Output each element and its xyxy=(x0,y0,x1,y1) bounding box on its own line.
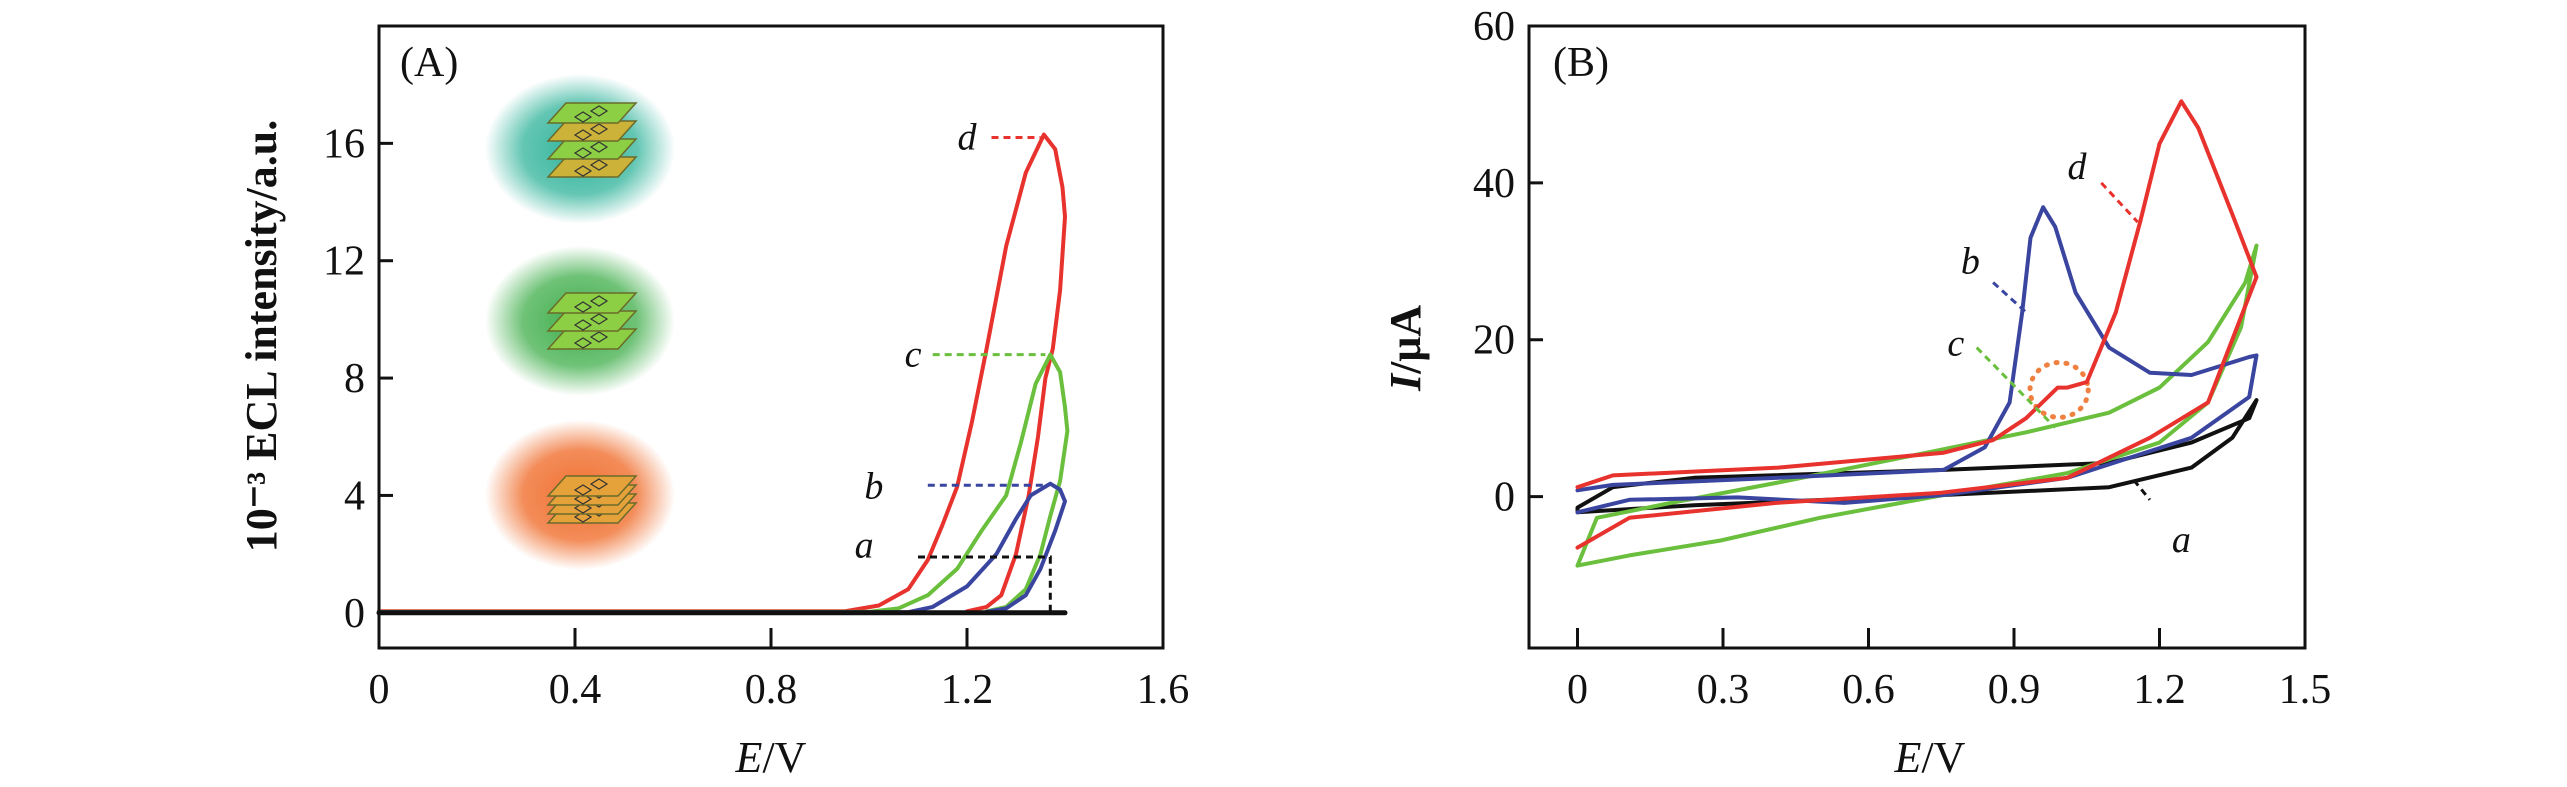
y-tick-label-a: 4 xyxy=(344,473,365,519)
molecule-icon xyxy=(573,105,609,123)
y-axis-label-b-unit: /μA xyxy=(1381,305,1430,375)
y-tick-label-b: 20 xyxy=(1473,318,1515,364)
layer-sheet-icon xyxy=(546,310,638,332)
y-tick-label-a: 16 xyxy=(323,121,365,167)
x-axis-label-a-unit: /V xyxy=(762,733,806,782)
x-tick-label-b: 1.5 xyxy=(2279,667,2332,713)
series-b-curve-b xyxy=(1575,205,2259,515)
layer-sheet-icon xyxy=(546,120,638,142)
series-a-leader-a xyxy=(918,555,1052,613)
series-a-label-b: a xyxy=(2172,519,2191,561)
x-tick-label-b: 0.9 xyxy=(1988,667,2041,713)
x-axis-label-b-unit: /V xyxy=(1921,733,1965,782)
y-tick-label-b: 60 xyxy=(1473,4,1515,50)
y-tick-label-a: 12 xyxy=(323,239,365,285)
series-b-curve-a xyxy=(377,481,1067,615)
x-axis-label-b-var: E xyxy=(1894,733,1922,782)
layer-sheet-icon xyxy=(546,475,638,497)
panel-a-label: (A) xyxy=(400,40,458,86)
molecule-icon xyxy=(573,331,609,349)
x-axis-label-b: E/V xyxy=(1894,733,1966,782)
molecule-icon xyxy=(573,123,609,141)
series-b-label-b: b xyxy=(1961,240,1980,282)
x-axis-label-a: E/V xyxy=(735,733,807,782)
plot-b-curves: 0 0.3 0.6 0.9 1.2 1.5 0 20 40 60 a bc d xyxy=(1473,4,2331,713)
x-tick-label-a: 0.4 xyxy=(549,667,602,713)
series-c-label-b: c xyxy=(1947,323,1964,365)
molecule-icon xyxy=(573,295,609,313)
x-axis-label-a-var: E xyxy=(735,733,763,782)
inset-stack-2 xyxy=(485,246,675,396)
x-tick-label-a: 0 xyxy=(369,667,390,713)
panel-a: 0 0.4 0.8 1.2 1.6 0 4 8 12 16 ab c d (A) E/V 10⁻³ EC… xyxy=(237,24,1189,782)
inset-stack-3 xyxy=(485,420,675,570)
molecule-icon xyxy=(573,159,609,177)
series-c-leader-b xyxy=(1975,346,2057,429)
series-b-label-a: b xyxy=(864,466,883,508)
x-tick-label-b: 0 xyxy=(1567,667,1588,713)
x-tick-label-b: 0.6 xyxy=(1842,667,1895,713)
series-b-leader-b xyxy=(1992,281,2028,314)
layer-sheet-icon xyxy=(546,292,638,314)
highlight-circle xyxy=(2027,359,2091,420)
y-tick-label-b: 40 xyxy=(1473,161,1515,207)
y-axis-label-a: 10⁻³ ECL intensity/a.u. xyxy=(237,120,286,553)
plot-a-frame xyxy=(377,24,1165,650)
plot-b-frame xyxy=(1527,24,2307,650)
layer-sheet-icon xyxy=(546,328,638,350)
panel-b: 0 0.3 0.6 0.9 1.2 1.5 0 20 40 60 a bc d (B) E/V I/μA xyxy=(1381,4,2331,782)
x-tick-label-a: 1.6 xyxy=(1137,667,1190,713)
layer-sheet-icon xyxy=(546,156,638,178)
panel-b-label: (B) xyxy=(1553,40,1609,86)
series-d-curve-a xyxy=(377,132,1067,614)
inset-stack-1 xyxy=(485,74,675,224)
y-tick-label-b: 0 xyxy=(1494,475,1515,521)
inset-illustrations xyxy=(485,74,675,570)
series-d-curve-b xyxy=(1575,99,2259,550)
x-tick-label-b: 1.2 xyxy=(2133,667,2186,713)
x-tick-label-a: 1.2 xyxy=(941,667,994,713)
series-c-curve-b xyxy=(1575,243,2259,568)
molecule-icon xyxy=(573,478,609,496)
series-a-label-a: a xyxy=(855,524,874,566)
x-tick-label-b: 0.3 xyxy=(1697,667,1750,713)
series-c-label-a: c xyxy=(905,334,922,376)
layer-sheet-icon xyxy=(546,102,638,124)
molecule-icon xyxy=(573,141,609,159)
plot-a-curves: 0 0.4 0.8 1.2 1.6 0 4 8 12 16 ab c d xyxy=(323,116,1189,713)
y-tick-label-a: 8 xyxy=(344,356,365,402)
y-axis-label-b-var: I xyxy=(1381,372,1430,392)
series-c-curve-a xyxy=(377,352,1070,614)
x-tick-label-a: 0.8 xyxy=(745,667,798,713)
y-axis-label-b: I/μA xyxy=(1381,305,1430,392)
y-tick-label-a: 0 xyxy=(344,591,365,637)
molecule-icon xyxy=(573,313,609,331)
series-d-label-b: d xyxy=(2068,146,2088,188)
layer-sheet-icon xyxy=(546,138,638,160)
series-a-leader-b xyxy=(2132,479,2151,501)
series-d-label-a: d xyxy=(958,116,978,158)
series-d-leader-b xyxy=(2100,181,2139,224)
